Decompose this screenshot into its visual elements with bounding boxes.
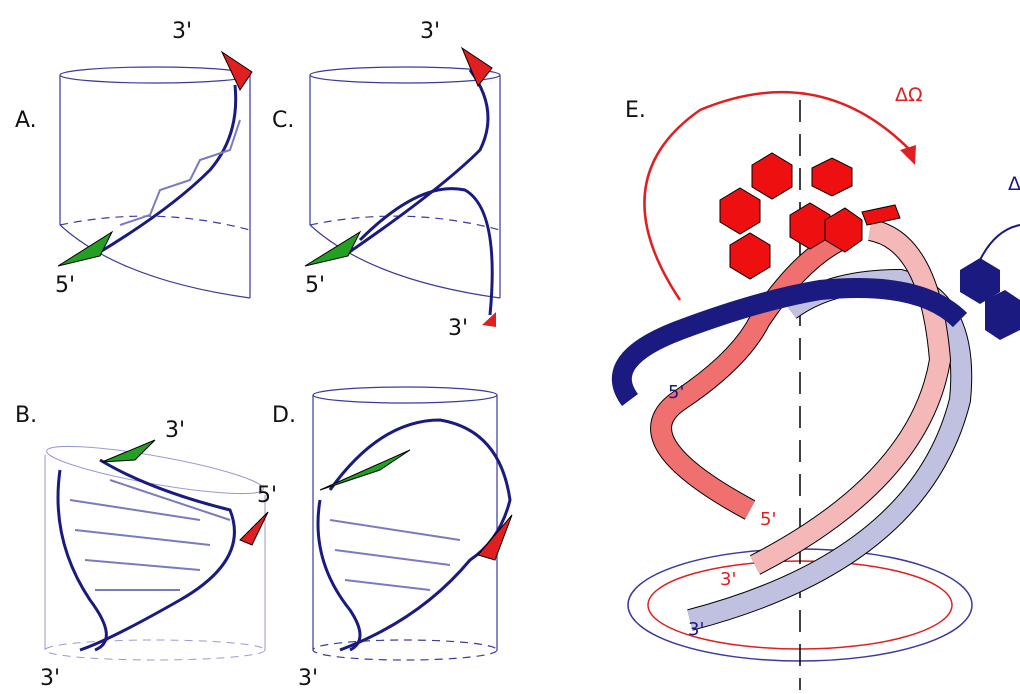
arrow-3 bbox=[222, 52, 252, 90]
end-label: 5' bbox=[305, 273, 325, 298]
cylinder-bottom bbox=[45, 640, 265, 660]
end-label: 5' bbox=[668, 382, 684, 403]
panel-label: D. bbox=[272, 403, 296, 428]
arrow-5 bbox=[240, 512, 268, 545]
cylinder-bottom bbox=[60, 216, 250, 230]
figure: A. 3' 5' C. 3' 5' 3' B. 3' 5' 3' bbox=[0, 0, 1020, 694]
panel-e: E. ΔΩ Δ 5' 5' 3' 3' bbox=[622, 84, 1020, 690]
end-label: 3' bbox=[165, 418, 185, 443]
bases-navy bbox=[960, 258, 1020, 340]
bases bbox=[70, 480, 230, 590]
panel-b: B. 3' 5' 3' bbox=[15, 403, 277, 691]
panel-label: B. bbox=[15, 403, 37, 428]
end-label: 5' bbox=[760, 509, 776, 530]
cylinder-top bbox=[313, 387, 497, 403]
panel-d: D. 3' bbox=[272, 387, 512, 691]
arrow-3 bbox=[320, 450, 410, 490]
end-label: 3' bbox=[172, 19, 192, 44]
arrow-3 bbox=[462, 48, 492, 86]
rotation-arc bbox=[980, 225, 1020, 260]
panel-a: A. 3' 5' bbox=[15, 19, 252, 298]
panel-label: A. bbox=[15, 108, 37, 133]
panel-c: C. 3' 5' 3' bbox=[272, 19, 500, 341]
cylinder-bottom bbox=[310, 225, 500, 298]
end-label: 3' bbox=[448, 316, 468, 341]
cylinder-bottom bbox=[60, 225, 250, 298]
end-label: 3' bbox=[40, 666, 60, 691]
cylinder-top bbox=[44, 437, 266, 503]
rotation-label: Δ bbox=[1008, 173, 1020, 195]
arrow-5 bbox=[305, 232, 360, 266]
end-label: 5' bbox=[257, 483, 277, 508]
backbone bbox=[318, 500, 360, 650]
ribbon-red bbox=[661, 240, 840, 510]
panel-label: C. bbox=[272, 108, 294, 133]
backbone bbox=[58, 460, 234, 650]
end-label: 3' bbox=[298, 666, 318, 691]
cylinder-bottom bbox=[310, 216, 500, 230]
arrow-3 bbox=[102, 440, 155, 462]
end-label: 3' bbox=[420, 19, 440, 44]
backbone bbox=[360, 189, 492, 315]
rotation-label: ΔΩ bbox=[895, 84, 923, 106]
end-label: 5' bbox=[55, 273, 75, 298]
backbone bbox=[330, 420, 510, 650]
panel-label: E. bbox=[625, 98, 646, 123]
bases bbox=[120, 120, 240, 225]
end-label: 3' bbox=[720, 569, 736, 590]
arrow-5 bbox=[58, 232, 112, 266]
end-label: 3' bbox=[688, 619, 704, 640]
backbone bbox=[95, 85, 236, 255]
rotation-arrow bbox=[900, 145, 916, 165]
cylinder-top bbox=[60, 67, 250, 83]
bases bbox=[330, 520, 460, 590]
backbone bbox=[345, 70, 488, 255]
arrow-5 bbox=[478, 515, 512, 560]
